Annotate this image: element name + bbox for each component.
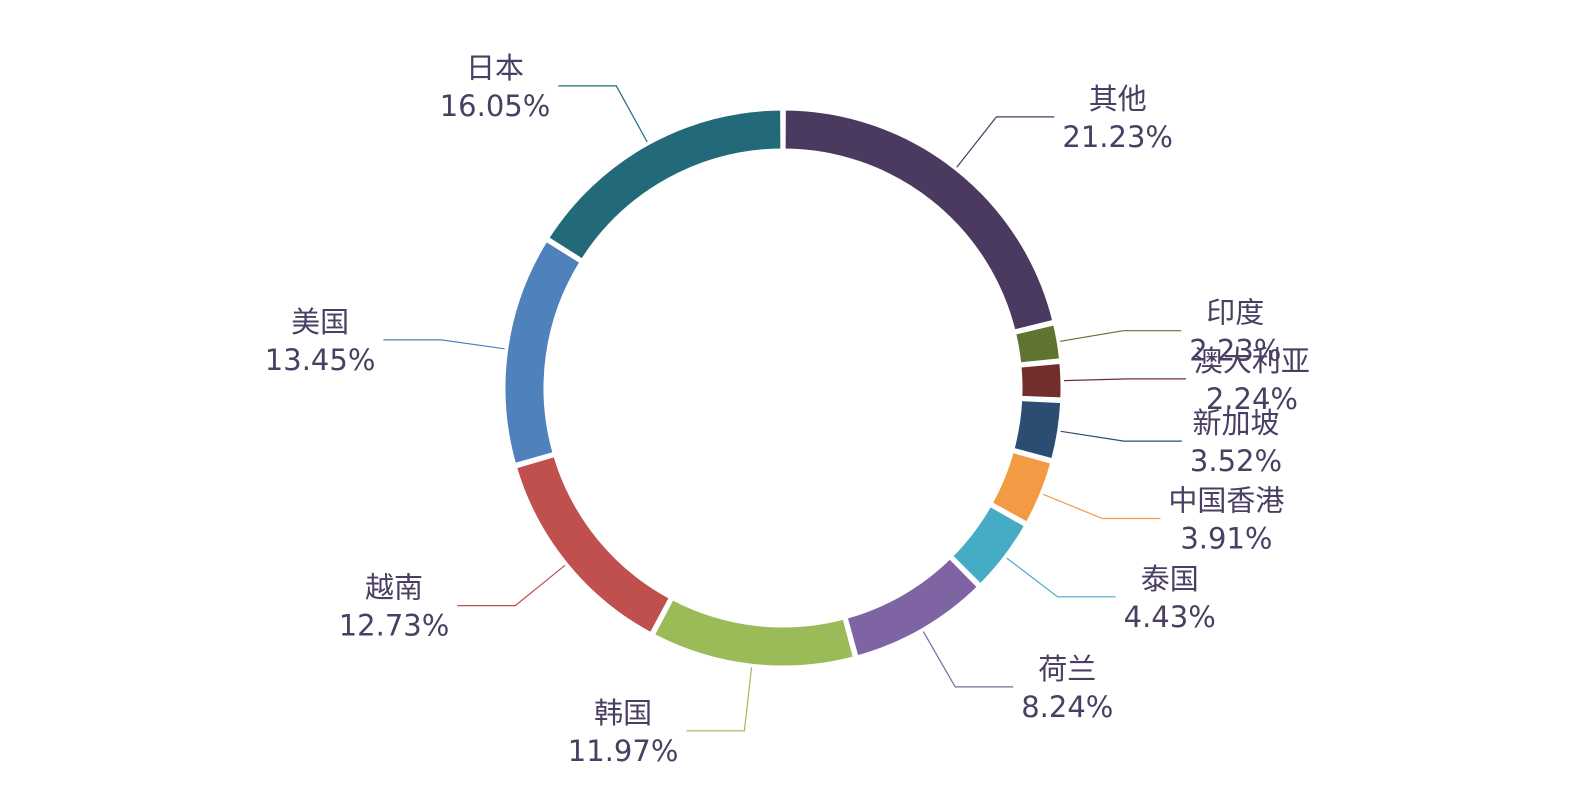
slice-8-segment[interactable] [513, 453, 673, 636]
slice-0-leader-line [956, 116, 1055, 168]
slice-5-segment[interactable] [949, 503, 1028, 588]
slices-layer [502, 107, 1064, 669]
slice-0-segment[interactable] [782, 107, 1056, 333]
slice-9-name-label: 美国 [291, 305, 349, 339]
slice-1-name-label: 印度 [1206, 296, 1264, 330]
slice-3-name-label: 新加坡 [1192, 406, 1279, 440]
slice-3-leader-line [1060, 430, 1182, 442]
slice-8-name-label: 越南 [365, 571, 423, 605]
slice-2-value-label: 2.24% [1206, 382, 1298, 416]
slice-7-value-label: 11.97% [568, 734, 679, 768]
slice-8-value-label: 12.73% [339, 609, 450, 643]
slice-7-name-label: 韩国 [594, 696, 652, 730]
slice-9-segment[interactable] [502, 238, 584, 467]
slice-3-value-label: 3.52% [1190, 444, 1282, 478]
slice-5-leader-line [1006, 557, 1116, 598]
slice-10-name-label: 日本 [466, 51, 524, 85]
slice-2-segment[interactable] [1018, 360, 1064, 401]
slice-3-segment[interactable] [1011, 398, 1064, 462]
slice-6-segment[interactable] [844, 555, 981, 659]
slice-6-name-label: 荷兰 [1038, 652, 1096, 686]
slice-5-name-label: 泰国 [1141, 562, 1199, 596]
slice-10-leader-line [558, 85, 648, 143]
slice-9-value-label: 13.45% [265, 343, 376, 377]
slice-7-segment[interactable] [651, 596, 857, 669]
slice-7-leader-line [686, 667, 753, 732]
labels-layer: 其他 21.23% 印度 2.23%澳大利亚 2.24%新加坡 3.52% 中国香港 3.91… [265, 51, 1310, 768]
leader-lines-layer [383, 85, 1186, 732]
slice-10-value-label: 16.05% [440, 89, 551, 123]
slice-1-value-label: 2.23% [1189, 334, 1281, 368]
slice-0-name-label: 其他 [1089, 82, 1147, 116]
slice-0-value-label: 21.23% [1062, 120, 1173, 154]
slice-8-leader-line [457, 564, 566, 607]
slice-10-segment[interactable] [545, 107, 784, 263]
slice-2-leader-line [1063, 378, 1186, 382]
slice-6-leader-line [922, 631, 1014, 688]
slice-4-value-label: 3.91% [1180, 522, 1272, 556]
slice-2-name-label: 澳大利亚 [1194, 344, 1310, 378]
slice-6-value-label: 8.24% [1021, 690, 1113, 724]
slice-5-value-label: 4.43% [1124, 600, 1216, 634]
slice-4-leader-line [1042, 493, 1161, 520]
slice-1-leader-line [1060, 330, 1182, 342]
slice-1-segment[interactable] [1012, 322, 1063, 366]
slice-4-segment[interactable] [989, 449, 1054, 526]
slice-4-name-label: 中国香港 [1168, 484, 1284, 518]
slice-9-leader-line [383, 339, 505, 350]
